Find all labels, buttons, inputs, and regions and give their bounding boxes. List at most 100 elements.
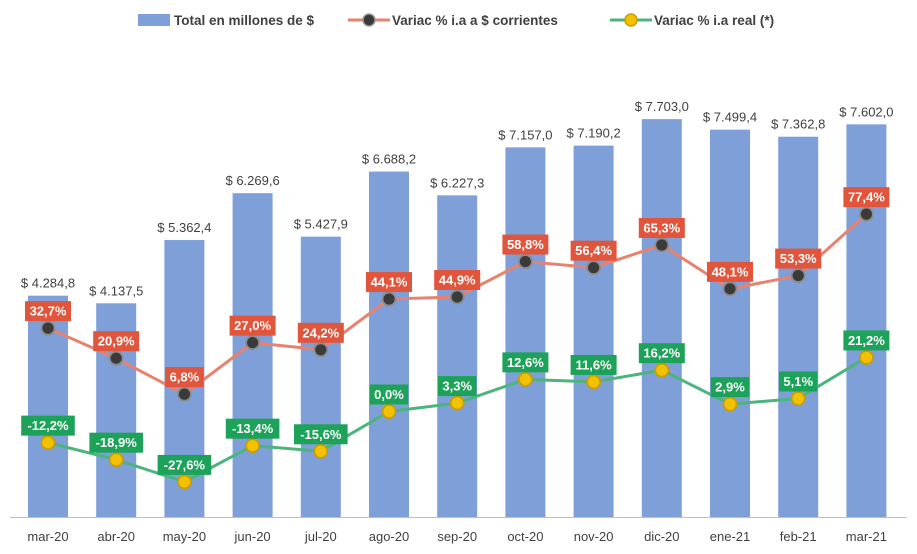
x-tick-label: jul-20 (304, 529, 337, 544)
nominal-label-box (775, 248, 822, 269)
bar-value-label: $ 5.362,4 (157, 220, 211, 235)
real-label: 0,0% (374, 387, 404, 402)
legend-marker-real (624, 13, 638, 27)
nominal-label: 20,9% (98, 334, 135, 349)
x-tick-label: may-20 (163, 529, 206, 544)
nominal-label-box (25, 301, 71, 322)
nominal-label-box (843, 187, 890, 208)
x-tick-label: ago-20 (369, 529, 409, 544)
nominal-point (108, 350, 124, 366)
real-label-box (438, 376, 477, 397)
real-point (176, 474, 192, 490)
x-tick-label: jun-20 (234, 529, 271, 544)
real-point (108, 452, 124, 468)
nominal-point (790, 268, 806, 283)
nominal-label: 44,9% (439, 273, 476, 288)
bar (778, 136, 819, 518)
x-tick-label: mar-20 (27, 529, 68, 544)
x-tick-label: abr-20 (97, 529, 135, 544)
real-label-box (502, 352, 549, 373)
nominal-label-box (165, 367, 204, 388)
real-point (381, 404, 397, 419)
nominal-label: 6,8% (170, 370, 200, 385)
x-tick-label: mar-21 (846, 529, 887, 544)
bar-value-label: $ 6.227,3 (430, 175, 484, 190)
x-tick-label: dic-20 (644, 529, 679, 544)
bar (232, 193, 273, 517)
bar (300, 236, 341, 517)
real-label: -13,4% (232, 421, 274, 436)
real-point (790, 391, 806, 406)
nominal-point (722, 281, 738, 297)
bar (710, 129, 750, 517)
nominal-label: 65,3% (643, 220, 680, 235)
real-label-box (294, 424, 348, 445)
bar (437, 195, 478, 517)
real-point (313, 443, 329, 459)
x-tick-label: feb-21 (780, 529, 817, 544)
nominal-label: 58,8% (507, 237, 544, 252)
nominal-label-box (638, 217, 685, 238)
real-label-box (779, 371, 818, 392)
nominal-label-box (366, 272, 412, 293)
real-label: -15,6% (300, 427, 342, 442)
x-tick-label: ene-21 (710, 529, 750, 544)
x-tick-label: sep-20 (437, 529, 477, 544)
nominal-point (381, 291, 397, 307)
bar-value-label: $ 6.688,2 (362, 152, 416, 167)
bar-value-label: $ 6.269,6 (225, 173, 279, 188)
real-label-box (369, 384, 409, 405)
bar-value-label: $ 7.362,8 (771, 117, 825, 132)
nominal-label: 53,3% (780, 251, 817, 266)
x-tick-label: oct-20 (507, 529, 543, 544)
nominal-label: 27,0% (234, 318, 271, 333)
real-label-box (21, 415, 75, 436)
nominal-point (449, 289, 465, 305)
bar-value-label: $ 7.499,4 (703, 110, 757, 125)
legend-swatch-bar (138, 14, 170, 26)
nominal-label: 56,4% (575, 243, 612, 258)
real-label-box (843, 330, 890, 351)
real-label-box (710, 377, 750, 398)
nominal-label-box (707, 261, 753, 282)
bar (505, 147, 546, 517)
real-label: 12,6% (507, 355, 544, 370)
legend-label-bar: Total en millones de $ (174, 13, 315, 28)
nominal-point (245, 335, 261, 351)
real-point (654, 362, 670, 378)
nominal-label-box (502, 234, 549, 255)
nominal-point (654, 237, 670, 253)
nominal-label-box (570, 240, 617, 261)
real-label: 11,6% (576, 357, 613, 372)
nominal-label: 32,7% (30, 304, 67, 319)
bar (641, 119, 682, 518)
nominal-label-box (297, 322, 344, 343)
bar-value-label: $ 5.427,9 (294, 217, 348, 232)
real-label: -18,9% (96, 435, 138, 450)
real-label: 2,9% (715, 380, 745, 395)
line-series (40, 206, 874, 490)
real-label-box (570, 354, 617, 375)
real-point (40, 435, 56, 451)
real-label: -27,6% (164, 457, 206, 472)
bar-value-label: $ 7.157,0 (498, 127, 552, 142)
nominal-label: 24,2% (302, 325, 339, 340)
real-label: 3,3% (442, 379, 472, 394)
nominal-point (518, 254, 533, 269)
real-point (722, 396, 738, 412)
legend-label-real: Variac % i.a real (*) (654, 13, 774, 28)
nominal-point (586, 260, 601, 276)
nominal-point (176, 386, 192, 402)
bar (369, 171, 409, 517)
real-label-box (157, 454, 212, 475)
legend: Total en millones de $ Variac % i.a a $ c… (138, 13, 774, 28)
bar-value-label: $ 7.703,0 (635, 99, 689, 114)
x-tick-label: nov-20 (574, 529, 614, 544)
real-label: -12,2% (27, 418, 69, 433)
real-label-box (638, 343, 685, 364)
real-point (518, 371, 533, 387)
nominal-label-box (229, 315, 276, 336)
nominal-label: 48,1% (712, 264, 749, 279)
legend-marker-nominal (362, 13, 376, 27)
